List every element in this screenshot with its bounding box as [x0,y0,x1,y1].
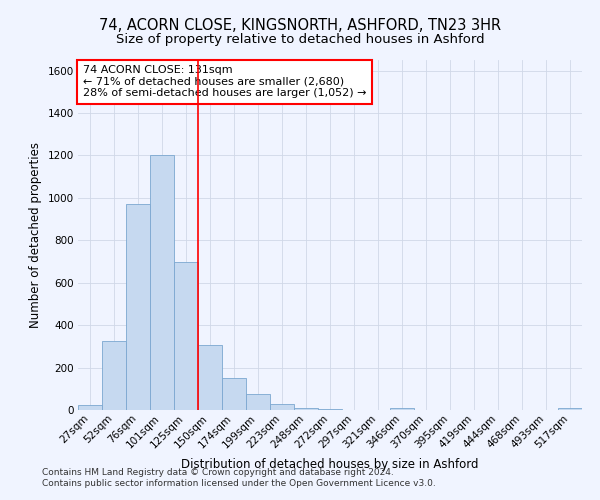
Bar [558,408,582,410]
Bar [222,378,246,410]
Bar [198,346,222,410]
Bar [318,409,342,410]
Text: Contains HM Land Registry data © Crown copyright and database right 2024.
Contai: Contains HM Land Registry data © Crown c… [42,468,436,487]
Text: 74 ACORN CLOSE: 131sqm
← 71% of detached houses are smaller (2,680)
28% of semi-: 74 ACORN CLOSE: 131sqm ← 71% of detached… [83,66,367,98]
Bar [174,262,198,410]
Bar [390,408,414,410]
Y-axis label: Number of detached properties: Number of detached properties [29,142,42,328]
Text: 74, ACORN CLOSE, KINGSNORTH, ASHFORD, TN23 3HR: 74, ACORN CLOSE, KINGSNORTH, ASHFORD, TN… [99,18,501,32]
Bar [126,204,150,410]
Text: Size of property relative to detached houses in Ashford: Size of property relative to detached ho… [116,32,484,46]
Bar [78,404,102,410]
Bar [102,341,126,410]
Bar [246,394,270,410]
Bar [150,156,174,410]
Bar [270,404,294,410]
X-axis label: Distribution of detached houses by size in Ashford: Distribution of detached houses by size … [181,458,479,471]
Bar [294,408,318,410]
